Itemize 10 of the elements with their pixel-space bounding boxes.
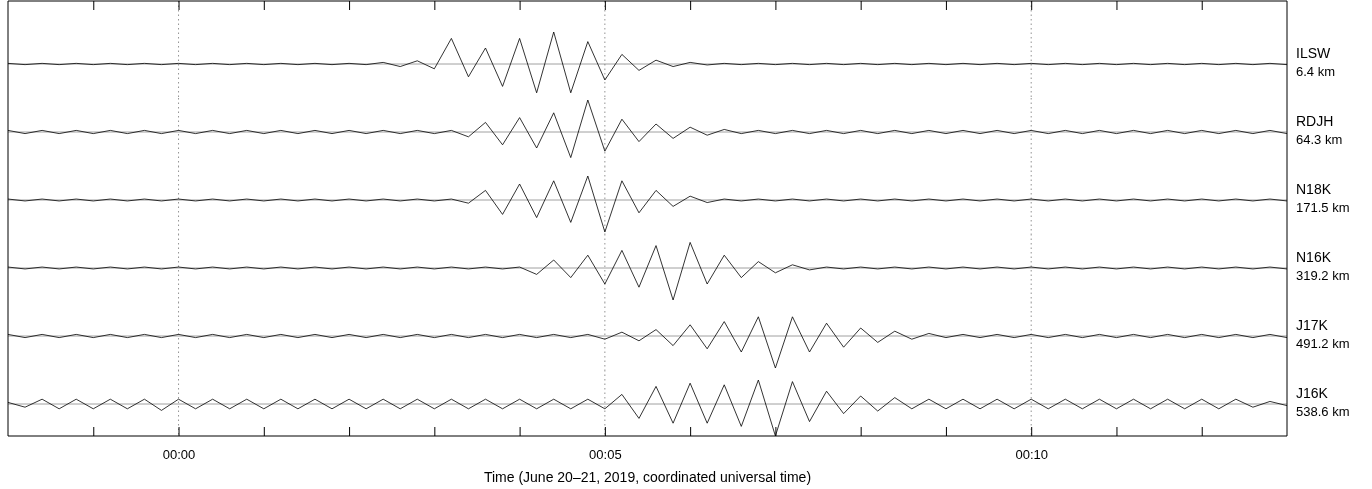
x-axis-title: Time (June 20–21, 2019, coordinated universal time) bbox=[483, 469, 812, 485]
series-label: N16K 319.2 km bbox=[1296, 249, 1350, 283]
series-label: RDJH 64.3 km bbox=[1296, 113, 1343, 147]
series-label: N18K 171.5 km bbox=[1296, 181, 1350, 215]
x-tick-label: 00:00 bbox=[162, 447, 196, 463]
series-label: J17K 491.2 km bbox=[1296, 317, 1350, 351]
series-label: J16K 538.6 km bbox=[1296, 385, 1350, 419]
x-tick-label: 00:10 bbox=[1015, 447, 1048, 463]
series-label: ILSW 6.4 km bbox=[1296, 45, 1336, 79]
x-tick-label: 00:05 bbox=[589, 447, 622, 463]
